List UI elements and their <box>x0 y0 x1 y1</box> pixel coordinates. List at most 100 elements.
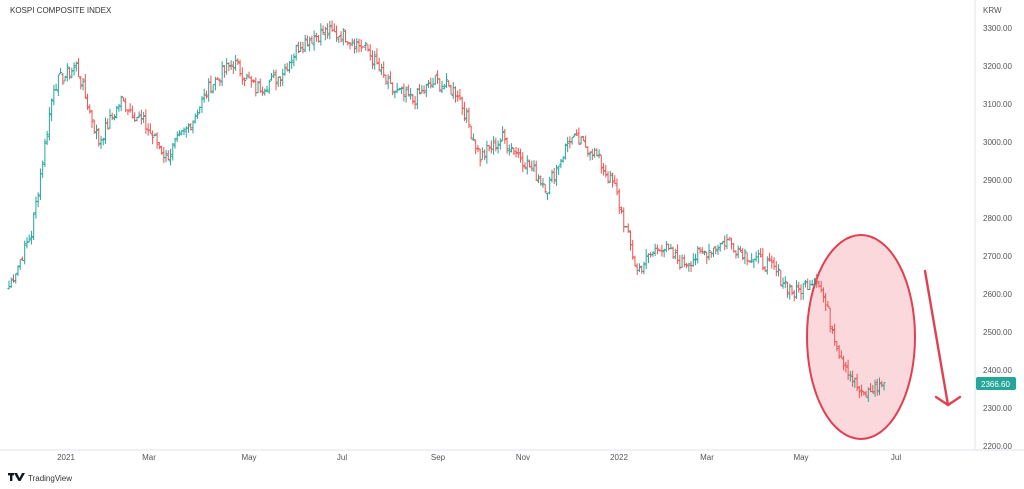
ohlc-bar <box>631 239 635 260</box>
y-tick-label: 3200.00 <box>983 62 1012 71</box>
ohlc-bar <box>655 244 659 255</box>
ohlc-bar <box>469 125 473 140</box>
ohlc-bar <box>106 118 110 130</box>
ohlc-bar <box>797 281 801 293</box>
ohlc-bar <box>346 41 350 46</box>
y-tick-label: 3100.00 <box>983 100 1012 109</box>
ohlc-bar <box>229 60 233 70</box>
ohlc-bar <box>29 230 34 245</box>
ohlc-bar <box>256 80 260 94</box>
y-tick-label: 2200.00 <box>983 442 1012 451</box>
ohlc-bar <box>759 248 763 258</box>
ohlc-bar <box>536 174 541 184</box>
ohlc-bar <box>290 54 294 69</box>
ohlc-bar <box>862 391 866 396</box>
ohlc-bar <box>572 133 576 137</box>
ohlc-bar <box>310 35 314 44</box>
ohlc-bar <box>521 152 525 173</box>
ohlc-bar <box>36 192 40 208</box>
ohlc-bar <box>47 107 51 141</box>
ohlc-bar <box>61 73 65 85</box>
ohlc-bar <box>117 103 121 112</box>
ohlc-bar <box>815 273 819 288</box>
ohlc-bar <box>633 255 637 267</box>
x-tick-label: May <box>241 453 256 462</box>
ohlc-bar <box>417 83 422 95</box>
y-tick-label: 2800.00 <box>983 214 1012 223</box>
chart-title: KOSPI COMPOSITE INDEX <box>10 6 112 15</box>
ohlc-bar <box>56 74 60 97</box>
ohlc-bar <box>734 250 738 259</box>
ohlc-bar <box>415 87 419 110</box>
ohlc-bar <box>509 143 514 153</box>
ohlc-bar <box>566 136 570 153</box>
last-price-label: 2366.60 <box>981 380 1010 389</box>
ohlc-bar <box>63 75 67 82</box>
ohlc-bar <box>85 93 90 110</box>
ohlc-bar <box>135 116 139 122</box>
ohlc-bar <box>391 82 395 96</box>
ohlc-bar <box>471 133 476 141</box>
y-tick-label: 3000.00 <box>983 138 1012 147</box>
ohlc-bar <box>617 188 621 214</box>
ohlc-bar <box>548 176 552 195</box>
ohlc-bar <box>281 68 285 87</box>
ohlc-bar <box>110 112 114 120</box>
ohlc-bar <box>821 287 826 303</box>
ohlc-bar <box>864 391 868 398</box>
ohlc-bar <box>384 74 388 85</box>
ohlc-bar <box>242 77 247 87</box>
ohlc-bar <box>765 256 769 275</box>
ohlc-bar <box>370 50 375 69</box>
ohlc-bar <box>175 131 179 142</box>
ohlc-bar <box>496 140 500 154</box>
ohlc-bar <box>478 148 482 167</box>
ohlc-bar <box>745 252 749 266</box>
ohlc-bar <box>857 385 861 399</box>
ohlc-bar <box>474 139 478 155</box>
ohlc-bar <box>626 223 630 233</box>
ohlc-bar <box>171 142 175 161</box>
ohlc-bar <box>355 38 359 53</box>
ohlc-bar <box>207 78 211 102</box>
ohlc-bar <box>377 57 381 72</box>
ohlc-bar <box>597 149 601 159</box>
ohlc-bar <box>882 382 886 391</box>
ohlc-bar <box>532 160 536 173</box>
ohlc-bar <box>534 160 538 181</box>
tradingview-logo[interactable]: TradingView <box>8 473 72 483</box>
ohlc-bar <box>539 175 543 186</box>
highlight-ellipse <box>806 234 916 440</box>
x-tick-label: Nov <box>516 453 530 462</box>
ohlc-bar <box>350 38 354 47</box>
ohlc-bar <box>525 155 529 175</box>
ohlc-bar <box>590 148 594 160</box>
x-tick-label: Mar <box>142 453 156 462</box>
ohlc-bar <box>855 373 859 392</box>
ohlc-bar <box>189 123 193 131</box>
ohlc-bar <box>411 93 415 105</box>
x-tick-label: 2022 <box>610 453 628 462</box>
ohlc-bar <box>92 119 96 134</box>
ohlc-bar <box>373 50 377 70</box>
ohlc-bar <box>875 378 879 396</box>
ohlc-bar <box>334 25 339 42</box>
ohlc-bar <box>770 255 774 269</box>
ohlc-bar <box>422 85 426 95</box>
ohlc-bar <box>173 137 177 149</box>
currency-label: KRW <box>983 6 1002 15</box>
ohlc-bar <box>202 88 206 103</box>
ohlc-bar <box>700 247 704 255</box>
ohlc-bar <box>263 88 267 96</box>
ohlc-bar <box>186 123 191 133</box>
ohlc-bar <box>503 128 507 144</box>
ohlc-bar <box>292 53 296 67</box>
ohlc-bar <box>45 130 49 145</box>
ohlc-bar <box>209 75 213 94</box>
ohlc-bar <box>660 244 664 257</box>
ohlc-bar <box>249 76 253 88</box>
y-tick-label: 2500.00 <box>983 328 1012 337</box>
ohlc-bar <box>610 172 615 188</box>
ohlc-bar <box>339 31 343 43</box>
